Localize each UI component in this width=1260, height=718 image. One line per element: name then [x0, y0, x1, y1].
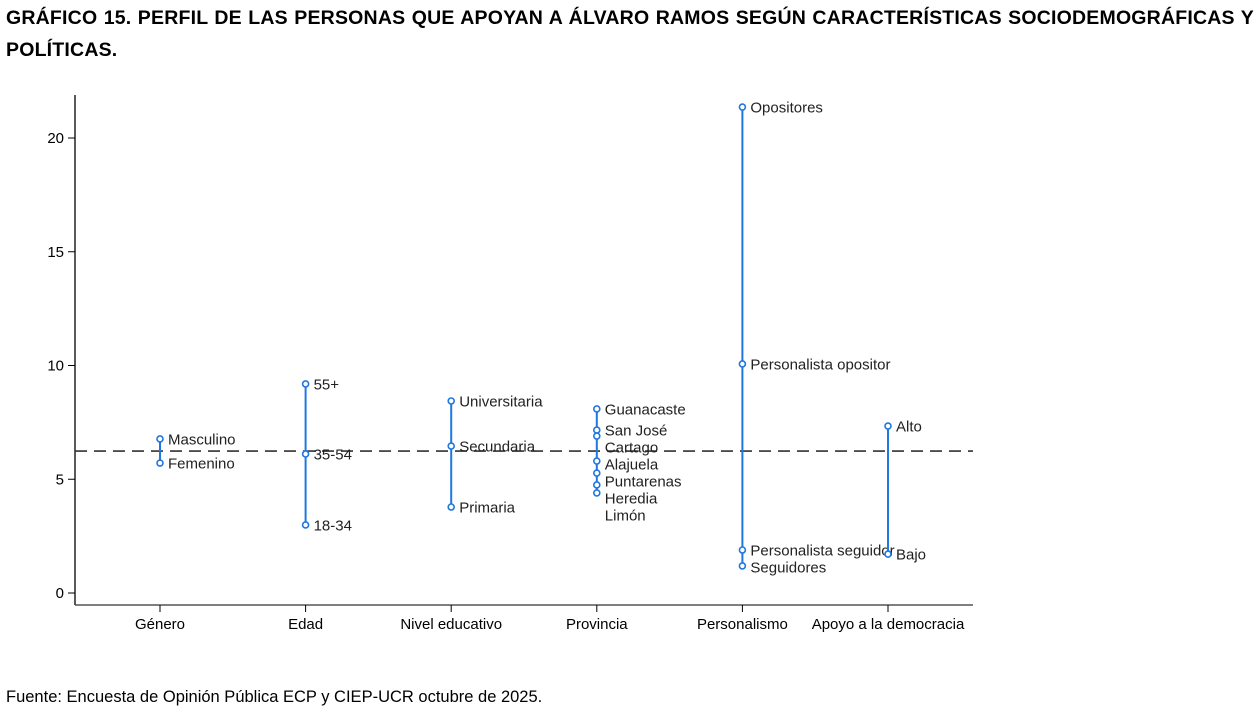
data-point [156, 459, 164, 467]
data-label: Alto [896, 419, 922, 436]
data-label: Heredia [605, 491, 658, 508]
data-point [592, 426, 601, 434]
data-label: 18-34 [314, 517, 352, 534]
data-label: Cartago [605, 440, 658, 457]
data-point [884, 422, 892, 430]
x-tick-label: Personalismo [697, 616, 788, 633]
x-tick-label: Género [135, 616, 185, 633]
x-tick-label: Apoyo a la democracia [812, 616, 965, 633]
data-label: Guanacaste [605, 401, 686, 418]
data-label: Seguidores [750, 560, 826, 577]
data-label: Bajo [896, 547, 926, 564]
data-point [592, 489, 601, 497]
source-note: Fuente: Encuesta de Opinión Pública ECP … [6, 688, 543, 706]
data-point [156, 435, 164, 443]
data-label: Personalista seguidor [750, 543, 894, 560]
data-point [592, 457, 601, 465]
data-point [884, 550, 892, 558]
data-point [738, 103, 747, 111]
x-tick-label: Provincia [566, 616, 628, 633]
data-label: 55+ [314, 376, 340, 393]
data-point [447, 397, 456, 405]
x-tick-label: Edad [288, 616, 323, 633]
y-tick-label: 10 [47, 358, 64, 375]
y-tick-label: 5 [56, 471, 64, 488]
data-point [592, 432, 601, 440]
data-label: Secundaria [459, 439, 536, 456]
y-tick-label: 20 [47, 130, 64, 147]
data-label: Femenino [168, 456, 235, 473]
data-point [592, 469, 601, 477]
data-point [738, 360, 747, 368]
data-label: 35-54 [314, 446, 352, 463]
data-point [592, 405, 601, 413]
data-point [301, 521, 310, 529]
data-label: Masculino [168, 431, 236, 448]
data-point [592, 481, 601, 489]
data-point [447, 442, 456, 450]
y-tick-label: 0 [56, 585, 64, 602]
data-label: San José [605, 423, 668, 440]
data-point [301, 450, 310, 458]
chart-title: GRÁFICO 15. PERFIL DE LAS PERSONAS QUE A… [6, 7, 1254, 61]
data-point [301, 380, 310, 388]
data-label: Limón [605, 508, 646, 525]
data-label: Puntarenas [605, 474, 682, 491]
data-label: Primaria [459, 500, 515, 517]
y-tick-label: 15 [47, 244, 64, 261]
data-label: Universitaria [459, 393, 543, 410]
data-point [447, 503, 456, 511]
data-label: Personalista opositor [750, 356, 890, 373]
data-point [738, 546, 747, 554]
x-tick-label: Nivel educativo [400, 616, 502, 633]
data-label: Alajuela [605, 457, 659, 474]
data-point [738, 562, 747, 570]
data-label: Opositores [750, 100, 823, 117]
